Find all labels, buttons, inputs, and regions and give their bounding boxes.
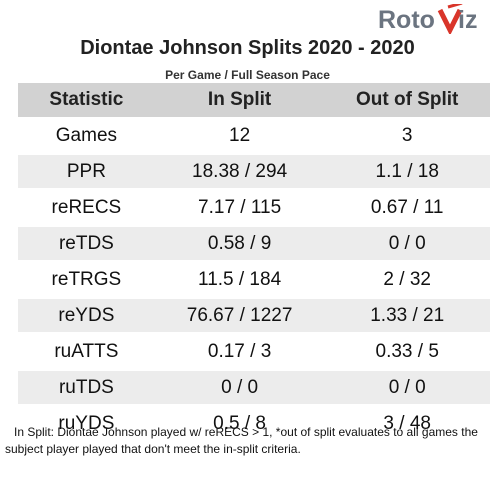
table-row: reYDS 76.67 / 1227 1.33 / 21 [18, 299, 490, 335]
out-of-split-value: 1.33 / 21 [324, 299, 490, 335]
in-split-value: 0.5 / 8 [154, 407, 325, 443]
out-of-split-value: 0 / 0 [324, 227, 490, 263]
stat-name: ruATTS [18, 335, 155, 371]
in-split-value: 11.5 / 184 [154, 263, 325, 299]
header-in-split: In Split [154, 83, 325, 119]
rotoviz-logo-icon: Roto iz [378, 1, 477, 36]
table-header-row: Statistic In Split Out of Split [18, 83, 490, 119]
stat-name: reTRGS [18, 263, 155, 299]
in-split-value: 0.17 / 3 [154, 335, 325, 371]
out-of-split-value: 0.33 / 5 [324, 335, 490, 371]
table-row: ruYDS 0.5 / 8 3 / 48 [18, 407, 490, 443]
in-split-value: 0.58 / 9 [154, 227, 325, 263]
stat-name: PPR [18, 155, 155, 191]
table-row: PPR 18.38 / 294 1.1 / 18 [18, 155, 490, 191]
table-row: reRECS 7.17 / 115 0.67 / 11 [18, 191, 490, 227]
out-of-split-value: 1.1 / 18 [324, 155, 490, 191]
table-row: ruATTS 0.17 / 3 0.33 / 5 [18, 335, 490, 371]
out-of-split-value: 3 / 48 [324, 407, 490, 443]
in-split-value: 76.67 / 1227 [154, 299, 325, 335]
logo-text-right: iz [458, 6, 477, 34]
stat-name: ruYDS [18, 407, 155, 443]
stat-name: Games [18, 119, 155, 155]
stat-name: reTDS [18, 227, 155, 263]
splits-table: Statistic In Split Out of Split Games 12… [18, 83, 490, 443]
page-subtitle: Per Game / Full Season Pace [165, 68, 330, 82]
header-statistic: Statistic [18, 83, 155, 119]
stat-name: ruTDS [18, 371, 155, 407]
out-of-split-value: 0 / 0 [324, 371, 490, 407]
stat-name: reRECS [18, 191, 155, 227]
in-split-value: 0 / 0 [154, 371, 325, 407]
in-split-value: 18.38 / 294 [154, 155, 325, 191]
out-of-split-value: 2 / 32 [324, 263, 490, 299]
page-title: Diontae Johnson Splits 2020 - 2020 [80, 37, 415, 59]
table-row: reTDS 0.58 / 9 0 / 0 [18, 227, 490, 263]
header-out-of-split: Out of Split [324, 83, 490, 119]
rotoviz-logo: Roto iz [378, 1, 482, 36]
stat-name: reYDS [18, 299, 155, 335]
table-row: ruTDS 0 / 0 0 / 0 [18, 371, 490, 407]
table-row: reTRGS 11.5 / 184 2 / 32 [18, 263, 490, 299]
out-of-split-value: 0.67 / 11 [324, 191, 490, 227]
split-footnote: In Split: Diontae Johnson played w/ reRE… [5, 425, 478, 456]
table-row: Games 12 3 [18, 119, 490, 155]
in-split-value: 12 [154, 119, 325, 155]
logo-text-left: Roto [378, 6, 435, 34]
out-of-split-value: 3 [324, 119, 490, 155]
in-split-value: 7.17 / 115 [154, 191, 325, 227]
